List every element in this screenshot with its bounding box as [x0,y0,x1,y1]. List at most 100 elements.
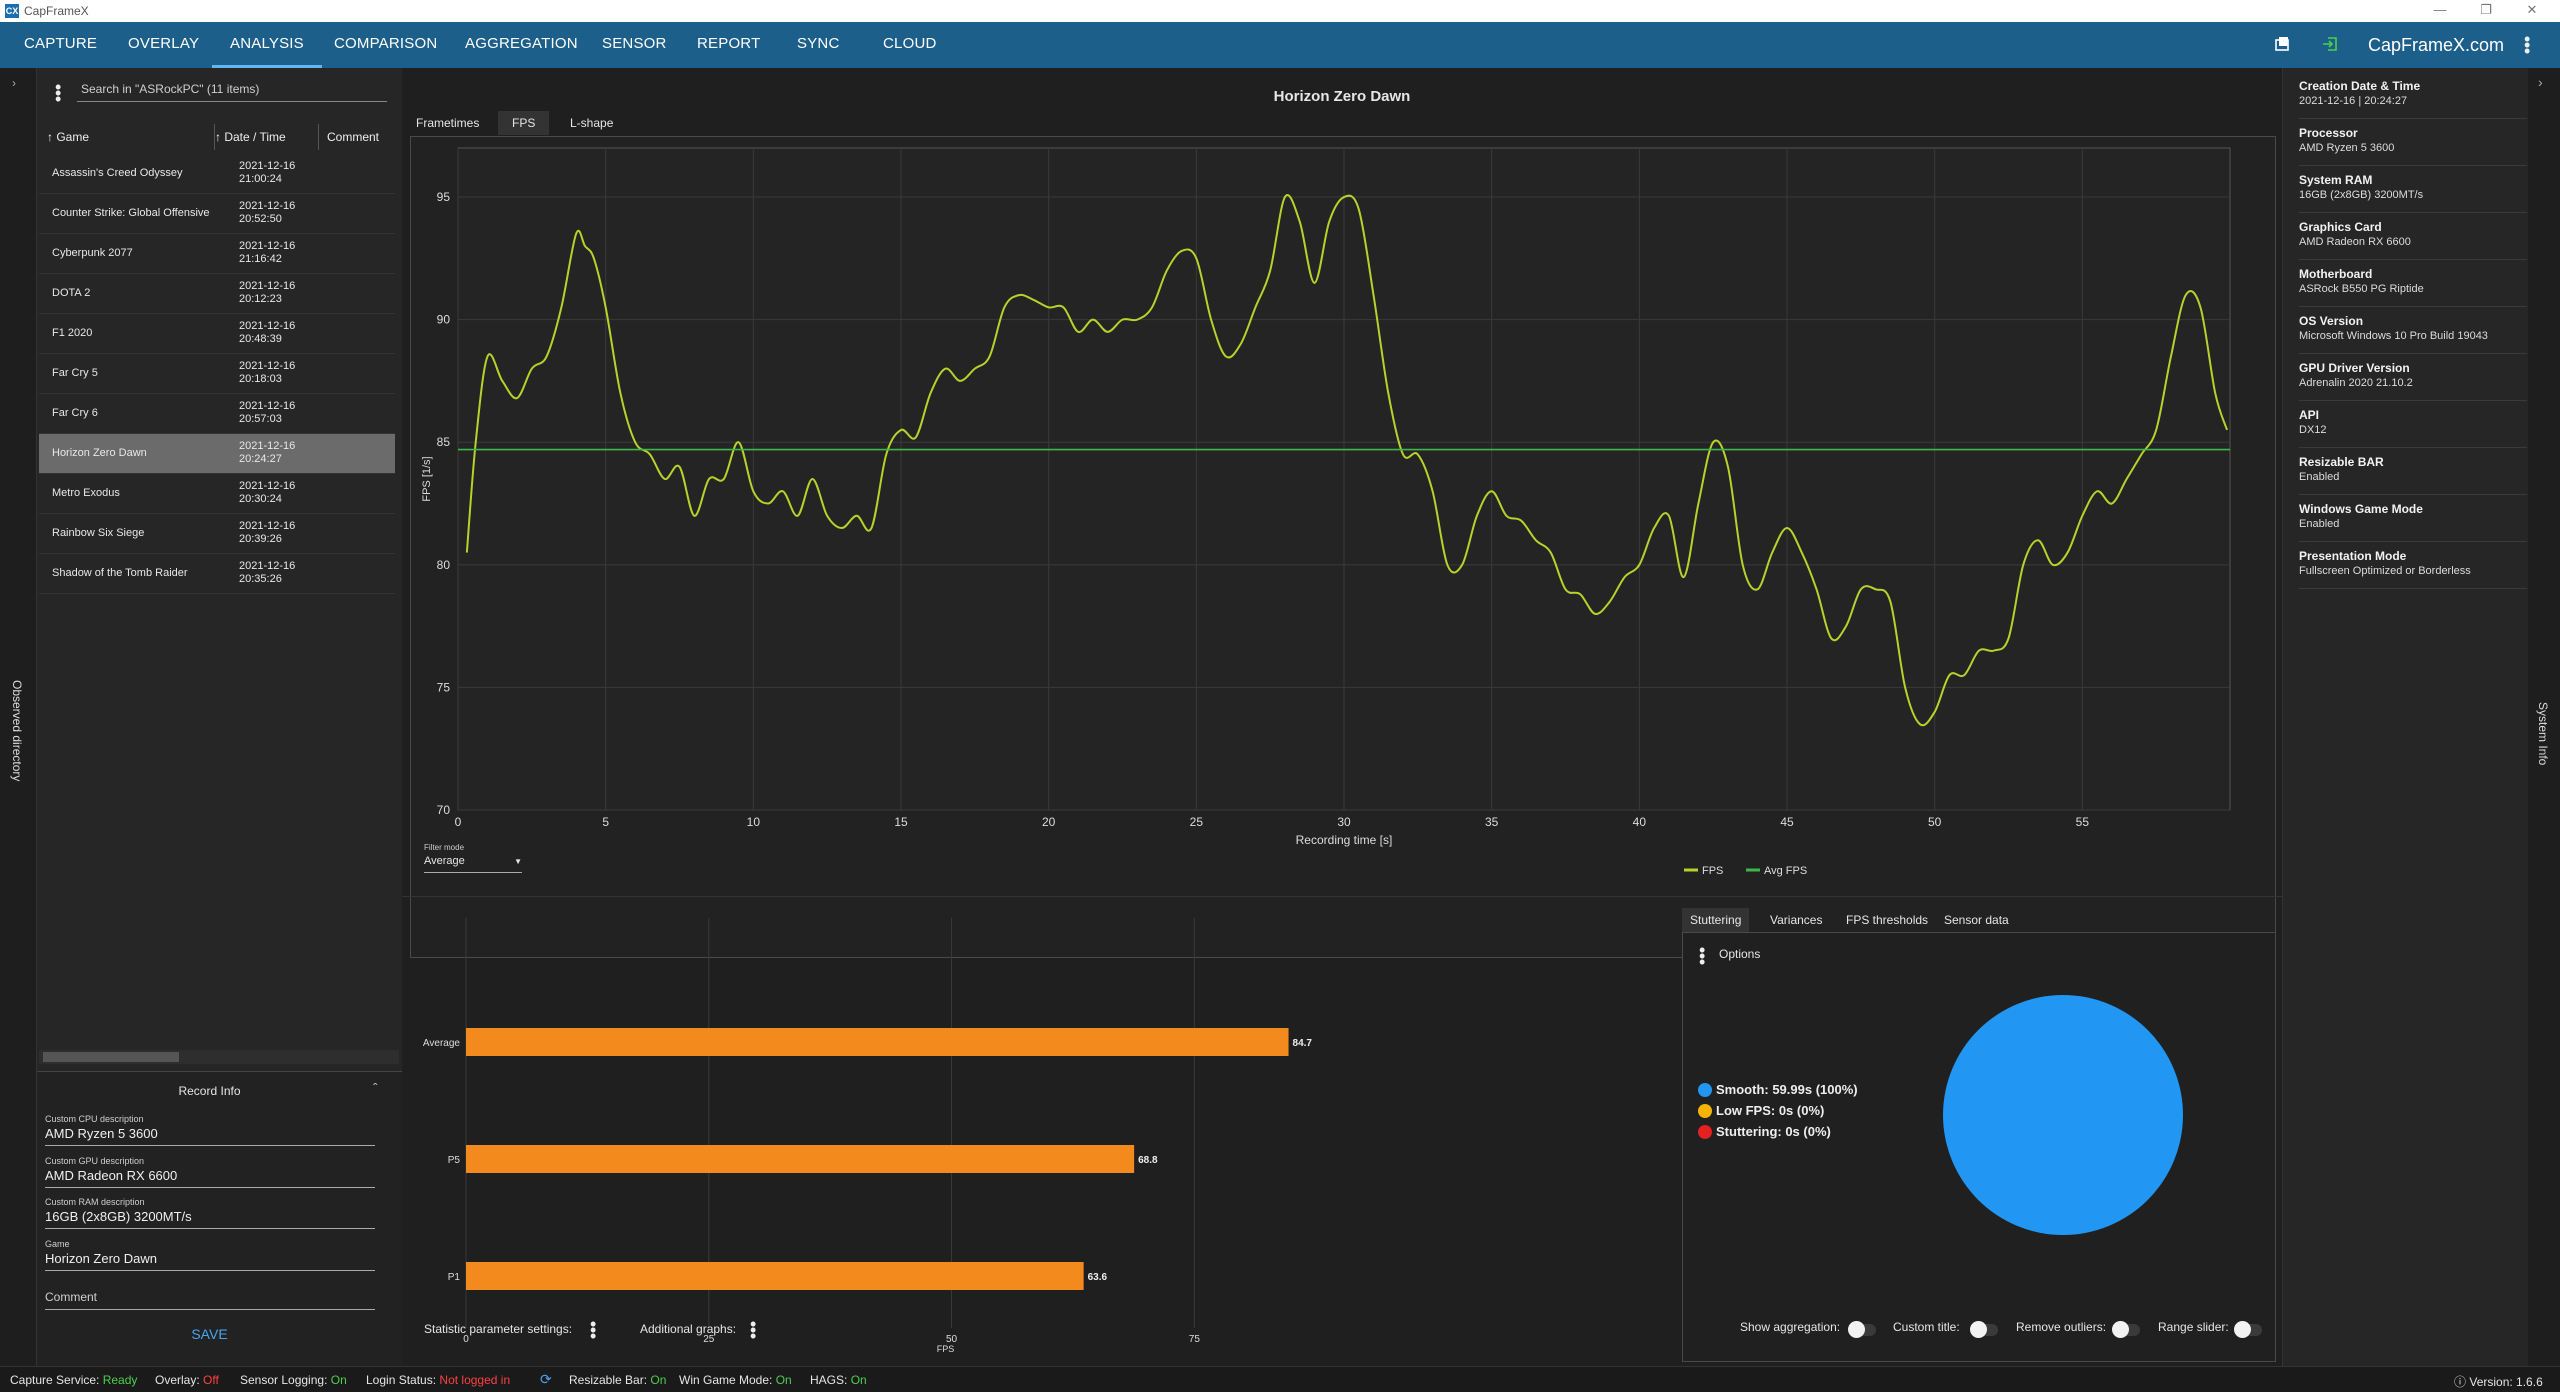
additional-graphs-menu-icon[interactable]: • • • [750,1314,757,1346]
system-info-item: Resizable BAR Enabled [2299,448,2527,495]
stuttering-panel: • • • Options Smooth: 59.99s (100%) Low FPS… [1682,932,2276,1362]
custom-title-toggle[interactable] [1970,1321,1998,1338]
ram-description-field[interactable]: Custom RAM description 16GB (2x8GB) 3200… [45,1197,375,1229]
save-button[interactable]: SAVE [191,1326,228,1342]
comment-field[interactable]: Comment [45,1282,375,1310]
list-item[interactable]: Shadow of the Tomb Raider 2021-12-16 20:35… [39,554,395,594]
refresh-icon[interactable]: ⟳ [540,1371,552,1387]
divider [402,896,2282,897]
search-input[interactable]: Search in "ASRockPC" (11 items) [77,78,387,102]
filter-mode-label: Filter mode [424,843,465,852]
y-tick-label: 95 [437,190,451,204]
tab-stuttering[interactable]: Stuttering [1682,908,1750,932]
more-vert-icon[interactable]: • • • [2524,29,2531,61]
brand-link[interactable]: CapFrameX.com [2368,35,2505,55]
record-game: Far Cry 6 [52,407,98,419]
restore-icon[interactable]: ❐ [2480,2,2492,17]
screenshot-icon[interactable] [2274,36,2290,52]
show-aggregation-toggle[interactable] [1848,1321,1876,1338]
nav-sync[interactable]: SYNC [797,35,840,52]
filter-mode-select[interactable]: Average ▼ [424,855,522,873]
fps-series-line [465,194,2229,727]
record-list-panel: • • • Search in "ASRockPC" (11 items) ↑ Ga… [37,68,402,1366]
gpu-description-field[interactable]: Custom GPU description AMD Radeon RX 660… [45,1156,375,1188]
nav-analysis[interactable]: ANALYSIS [212,22,322,68]
list-item[interactable]: Horizon Zero Dawn 2021-12-16 20:24:27 [39,434,395,474]
nav-sensor[interactable]: SENSOR [602,35,667,52]
close-icon[interactable]: ✕ [2526,2,2538,17]
version-info: ⓘ Version: 1.6.6 [2454,1375,2543,1389]
main-navigation: CAPTURE OVERLAY ANALYSIS COMPARISON AGGR… [0,22,2560,68]
nav-overlay[interactable]: OVERLAY [128,35,200,52]
record-info-panel: Record Info ˆ Custom CPU description AMD… [37,1071,402,1366]
list-item[interactable]: DOTA 2 2021-12-16 20:12:23 [39,274,395,314]
resizable-bar-status: Resizable Bar: On [569,1373,667,1387]
column-comment[interactable]: Comment [327,130,380,144]
legend-entry: FPS [1702,865,1723,877]
observed-directory-label: Observed directory [10,680,24,782]
legend-swatch [1698,1083,1712,1097]
game-field[interactable]: Game Horizon Zero Dawn [45,1239,375,1271]
nav-report[interactable]: REPORT [697,35,761,52]
record-game: DOTA 2 [52,287,91,299]
options-menu-icon[interactable]: • • • [1699,940,1706,972]
list-item[interactable]: Cyberpunk 2077 2021-12-16 21:16:42 [39,234,395,274]
tab-variances[interactable]: Variances [1770,913,1823,927]
list-item[interactable]: Metro Exodus 2021-12-16 20:30:24 [39,474,395,514]
chevron-up-icon[interactable]: ˆ [373,1080,378,1096]
range-slider-toggle[interactable] [2234,1321,2262,1338]
sensor-logging-status: Sensor Logging: On [240,1373,347,1387]
options-label[interactable]: Options [1719,947,1761,961]
tab-l-shape[interactable]: L-shape [570,116,614,130]
chevron-right-icon[interactable]: › [12,76,16,90]
custom-title-label: Custom title: [1893,1320,1960,1334]
list-item[interactable]: Far Cry 6 2021-12-16 20:57:03 [39,394,395,434]
bar-value-label: 84.7 [1293,1038,1313,1049]
x-tick-label: 25 [703,1334,715,1345]
list-item[interactable]: Assassin's Creed Odyssey 2021-12-16 21:00:… [39,154,395,194]
legend-entry: Avg FPS [1764,865,1807,877]
list-item[interactable]: F1 2020 2021-12-16 20:48:39 [39,314,395,354]
remove-outliers-toggle[interactable] [2112,1321,2140,1338]
chevron-right-icon[interactable]: › [2538,74,2543,90]
x-tick-label: 35 [1485,815,1499,829]
observed-directory-strip[interactable]: › Observed directory [0,68,37,1366]
nav-aggregation[interactable]: AGGREGATION [465,35,578,52]
nav-capture[interactable]: CAPTURE [24,35,98,52]
y-axis-label: FPS [1/s] [421,456,433,501]
horizontal-scrollbar[interactable] [39,1050,399,1064]
nav-comparison[interactable]: COMPARISON [334,35,438,52]
list-item[interactable]: Counter Strike: Global Offensive 2021-12-… [39,194,395,234]
minimize-icon[interactable]: — [2433,2,2447,17]
record-datetime: 2021-12-16 20:12:23 [239,280,296,305]
record-game: Rainbow Six Siege [52,527,145,539]
sort-arrow-icon: ↑ [47,130,53,144]
record-game: Shadow of the Tomb Raider [52,567,188,579]
tab-frametimes[interactable]: Frametimes [416,116,480,130]
list-menu-icon[interactable]: • • • [55,77,62,109]
record-datetime: 2021-12-16 20:30:24 [239,480,296,505]
x-tick-label: 25 [1190,815,1204,829]
overlay-status: Overlay: Off [155,1373,219,1387]
record-game: Horizon Zero Dawn [52,447,147,459]
system-info-item: Graphics Card AMD Radeon RX 6600 [2299,213,2527,260]
stuttering-pie-chart: Smooth: 59.99s (100%) Low FPS: 0s (0%) Stu… [1698,995,2183,1235]
login-icon[interactable] [2322,36,2338,52]
system-info-strip[interactable]: › System Info [2528,68,2560,1366]
cpu-description-field[interactable]: Custom CPU description AMD Ryzen 5 3600 [45,1114,375,1146]
tab-fps[interactable]: FPS [498,111,550,135]
tab-sensor-data[interactable]: Sensor data [1944,913,2009,927]
column-date[interactable]: ↑ Date / Time [215,130,286,144]
statistic-settings-menu-icon[interactable]: • • • [590,1314,597,1346]
x-tick-label: 45 [1780,815,1794,829]
hags-status: HAGS: On [810,1373,867,1387]
nav-cloud[interactable]: CLOUD [883,35,937,52]
list-item[interactable]: Rainbow Six Siege 2021-12-16 20:39:26 [39,514,395,554]
scrollbar-thumb[interactable] [43,1052,179,1062]
column-game[interactable]: ↑ Game [47,130,90,144]
list-item[interactable]: Far Cry 5 2021-12-16 20:18:03 [39,354,395,394]
tab-fps-thresholds[interactable]: FPS thresholds [1846,913,1929,927]
record-game: Cyberpunk 2077 [52,247,133,259]
bar [466,1262,1084,1290]
x-tick-label: 0 [463,1334,469,1345]
